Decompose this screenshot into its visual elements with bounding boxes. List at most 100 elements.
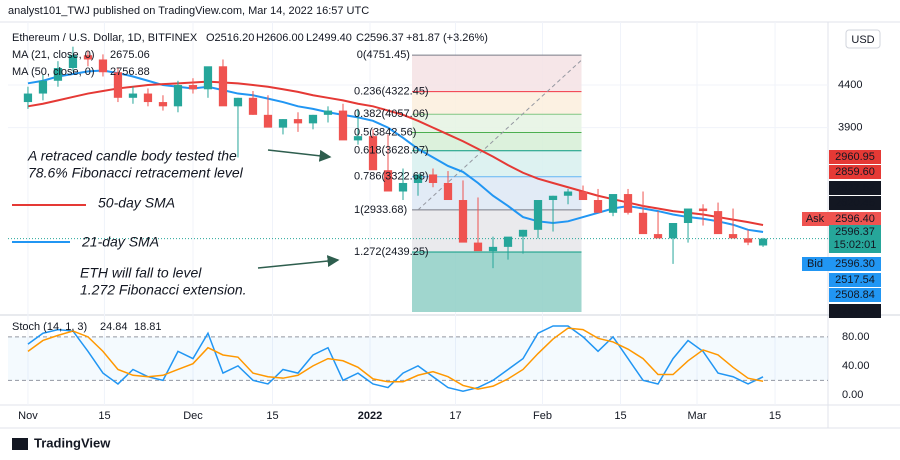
ma-value: 2675.06	[110, 49, 150, 61]
candle-body	[488, 246, 498, 252]
ma-line	[27, 80, 764, 226]
price-tag	[829, 288, 881, 302]
candle-body	[293, 119, 303, 124]
candle-body	[563, 191, 573, 196]
candle-body	[593, 200, 603, 213]
x-tick-label: 2022	[358, 410, 382, 422]
candle-body	[368, 136, 378, 171]
price-tag-text: 2960.95	[835, 151, 875, 163]
stoch-value: 24.84	[100, 321, 128, 333]
currency[interactable]: USD	[851, 34, 874, 46]
stoch-value: 18.81	[134, 321, 162, 333]
fib-band	[411, 91, 582, 115]
currency-button[interactable]	[845, 29, 881, 49]
candle-body	[623, 194, 633, 213]
candle-body	[263, 114, 273, 128]
fib-label: 1(2933.68)	[354, 204, 407, 216]
fib-band	[411, 55, 582, 92]
annotation: 50-day SMA	[98, 195, 175, 211]
candle-body	[38, 80, 48, 94]
stoch-tick-label: 40.00	[842, 360, 870, 372]
candle-body	[158, 102, 168, 107]
candle-body	[383, 170, 393, 192]
price-tag-text: 2517.54	[835, 274, 875, 286]
price-tag-side-text: Ask	[806, 213, 825, 225]
annotation: 78.6% Fibonacci retracement level	[28, 165, 244, 181]
price-tag-time: 15:02:01	[834, 239, 877, 251]
price-tag-text: 2596.37	[835, 226, 875, 238]
candle-body	[353, 136, 363, 141]
candle-body	[323, 110, 333, 115]
price-tag	[829, 273, 881, 287]
price-tag-text: 2267.33	[835, 305, 875, 317]
stoch-name: Stoch (14, 1, 3)	[12, 321, 87, 333]
price-tag	[829, 212, 881, 226]
candle-body	[758, 238, 768, 246]
candle-body	[278, 119, 288, 128]
candle-body	[728, 234, 738, 239]
candle-body	[308, 114, 318, 124]
price-tag	[829, 225, 881, 253]
fib-label: 0.618(3628.07)	[354, 145, 429, 157]
candle-body	[653, 234, 663, 239]
candle-body	[23, 93, 33, 103]
candle-body	[218, 66, 228, 107]
candle-body	[113, 72, 123, 98]
price-tag-text: 2596.40	[835, 213, 875, 225]
arrow	[267, 149, 332, 162]
candle-body	[668, 223, 678, 239]
price-tag-text: 2859.60	[835, 166, 875, 178]
brand: TradingView	[34, 435, 111, 450]
candle-body	[548, 195, 558, 201]
x-tick-label: 15	[266, 410, 278, 422]
candle-body	[83, 55, 93, 60]
fib-label: 0.786(3322.68)	[354, 171, 429, 183]
candle-body	[413, 174, 423, 183]
price-tag-side-text: Bid	[807, 258, 823, 270]
candle-body	[698, 208, 708, 212]
candle-body	[608, 194, 618, 213]
stoch-tick-label: 80.00	[842, 331, 870, 343]
price-tag-side	[802, 257, 829, 271]
candle-body	[458, 200, 468, 243]
brand-logo	[12, 438, 28, 450]
candle-body	[443, 182, 453, 201]
price-tag-text: 2596.30	[835, 258, 875, 270]
candle-body	[68, 55, 78, 68]
candle-body	[503, 236, 513, 247]
x-tick-label: 15	[98, 410, 110, 422]
fib-band	[411, 209, 582, 253]
y-tick-label: 4400	[838, 79, 862, 91]
candle-body	[578, 191, 588, 201]
fib-band	[411, 252, 582, 312]
annotation: A retraced candle body tested the	[27, 148, 237, 164]
candle-body	[533, 200, 543, 230]
x-tick-label: Mar	[688, 410, 707, 422]
candle-body	[98, 59, 108, 73]
y-tick-label: 3900	[838, 122, 862, 134]
price-tag	[829, 304, 881, 318]
price-tag-text: 2620.45	[835, 197, 875, 209]
x-tick-label: Nov	[18, 410, 38, 422]
stoch-line	[27, 327, 764, 390]
ma-value: 2756.88	[110, 66, 150, 78]
annotation: ETH will fall to level	[80, 265, 202, 281]
fib-label: 0(4751.45)	[357, 49, 410, 61]
published: analyst101_TWJ published on TradingView.…	[8, 5, 369, 17]
x-tick-label: 15	[769, 410, 781, 422]
x-tick-label: 17	[449, 410, 461, 422]
price-tag-text: 2627.52	[835, 182, 875, 194]
candle-body	[518, 229, 528, 237]
ohlc: L2499.40	[306, 32, 352, 44]
fib-label: 0.236(4322.45)	[354, 86, 429, 98]
annotation: 21-day SMA	[81, 234, 159, 250]
candle-body	[203, 66, 213, 90]
fib-band	[411, 150, 582, 177]
candle-body	[743, 238, 753, 243]
candle-body	[398, 182, 408, 192]
fib-label: 1.272(2439.25)	[354, 246, 429, 258]
arrow	[257, 255, 340, 269]
price-tag	[829, 196, 881, 210]
price-tag-text: 2508.84	[835, 289, 875, 301]
candle-body	[338, 110, 348, 141]
